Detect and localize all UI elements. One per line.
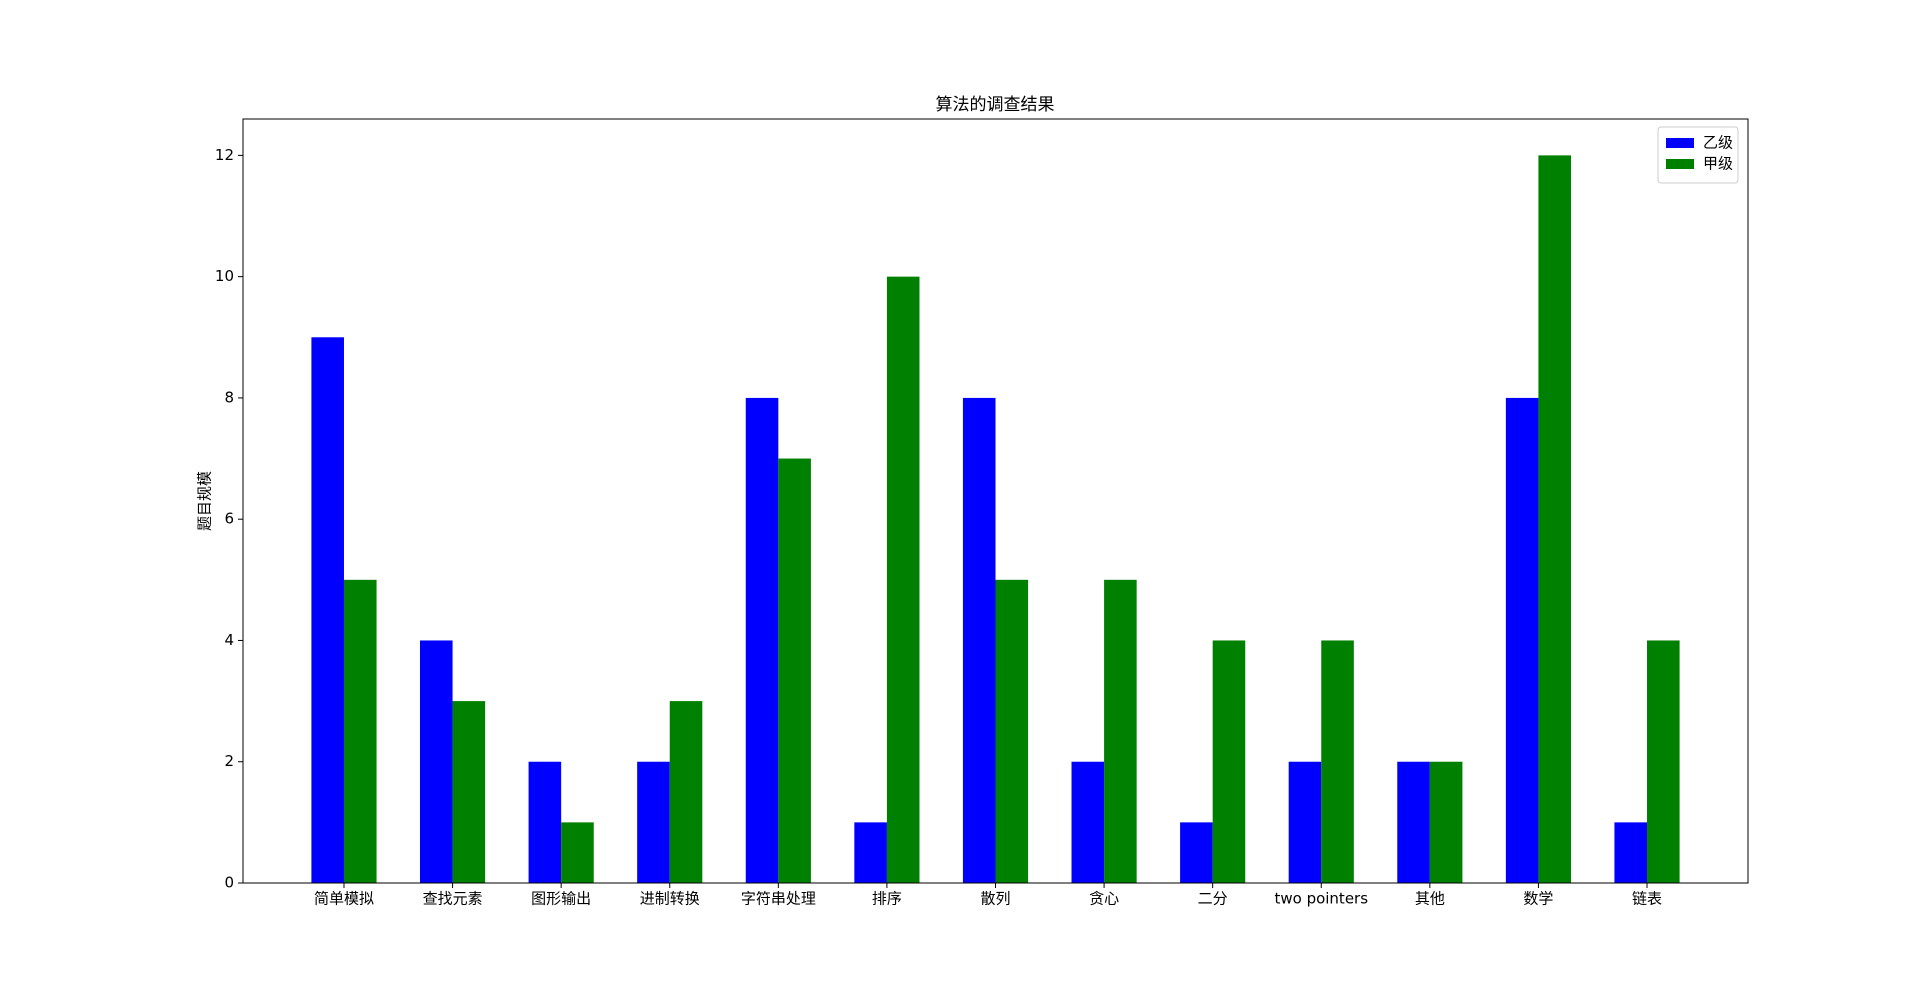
- legend-label: 乙级: [1703, 134, 1733, 152]
- x-tick-label: 数学: [1523, 890, 1553, 908]
- x-tick-label: 链表: [1632, 890, 1662, 908]
- bar: [778, 458, 811, 883]
- bar: [528, 761, 562, 883]
- y-tick-label: 10: [215, 267, 234, 285]
- bar: [1104, 579, 1137, 883]
- legend-swatch: [1666, 138, 1694, 148]
- x-tick-label: 二分: [1198, 890, 1228, 908]
- legend-swatch: [1666, 159, 1694, 169]
- bar: [745, 397, 779, 883]
- bar: [637, 761, 670, 883]
- bar: [1397, 761, 1430, 883]
- x-tick-label: 图形输出: [531, 890, 591, 908]
- x-tick-label: 排序: [872, 890, 902, 908]
- y-tick-label: 12: [215, 146, 234, 164]
- bar: [854, 822, 887, 883]
- bar: [962, 397, 996, 883]
- x-tick-label: 散列: [980, 890, 1010, 908]
- bar: [1614, 822, 1648, 883]
- bar: [669, 701, 703, 883]
- bar: [1429, 761, 1463, 883]
- legend-label: 甲级: [1703, 155, 1733, 173]
- x-tick-label: 查找元素: [423, 890, 483, 908]
- x-tick-label: 其他: [1415, 890, 1445, 908]
- y-tick-label: 8: [224, 388, 234, 406]
- y-tick-label: 6: [224, 510, 234, 528]
- x-tick-label: 贪心: [1089, 890, 1119, 908]
- bar: [1647, 640, 1680, 883]
- bar: [311, 337, 344, 883]
- bar: [886, 276, 920, 884]
- chart-title: 算法的调查结果: [936, 95, 1055, 115]
- bar: [343, 579, 377, 883]
- bar: [995, 579, 1029, 883]
- bar: [1505, 397, 1539, 883]
- x-tick-label: 简单模拟: [314, 890, 374, 908]
- bar: [1212, 640, 1246, 883]
- y-axis-label: 题目规模: [196, 471, 214, 531]
- y-tick-label: 0: [224, 874, 234, 892]
- x-tick-label: 字符串处理: [741, 890, 816, 908]
- bar: [1321, 640, 1354, 883]
- x-tick-label: 进制转换: [640, 890, 700, 908]
- bar: [452, 701, 486, 883]
- x-tick-label: two pointers: [1274, 890, 1368, 908]
- bar: [1538, 155, 1572, 883]
- bar: [419, 640, 453, 883]
- y-tick-label: 4: [224, 631, 234, 649]
- bar: [1288, 761, 1322, 883]
- y-tick-label: 2: [224, 752, 234, 770]
- bar: [561, 822, 594, 883]
- bar: [1071, 761, 1105, 883]
- bar: [1180, 822, 1213, 883]
